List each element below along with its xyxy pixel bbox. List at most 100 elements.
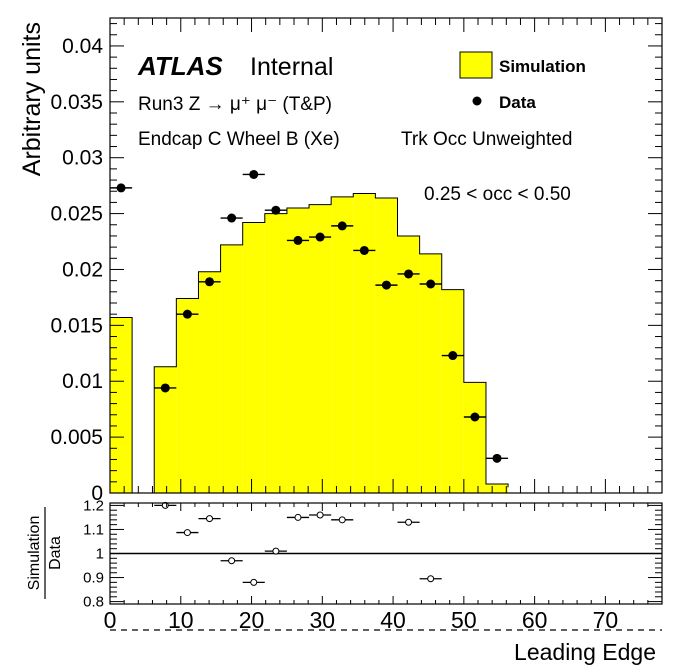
ratio-point — [198, 515, 221, 523]
ratio-point-marker — [250, 578, 258, 586]
ratio-y-denominator: Data — [47, 536, 64, 570]
x-tick-label: 30 — [310, 607, 336, 633]
data-point-marker — [227, 213, 237, 223]
simulation-bin — [110, 317, 133, 493]
detector-region: Endcap C Wheel B (Xe) — [138, 129, 340, 150]
data-point-marker — [182, 309, 192, 319]
data-point-marker — [337, 221, 347, 231]
x-tick-label: 10 — [168, 607, 194, 633]
x-tick-label: 20 — [239, 607, 265, 633]
main-y-tick-label: 0.02 — [62, 258, 103, 281]
main-y-tick-label: 0.04 — [62, 35, 103, 58]
data-point — [220, 213, 243, 223]
main-y-tick-label: 0.005 — [50, 426, 103, 449]
data-point — [353, 245, 376, 255]
data-point-marker — [205, 277, 215, 287]
ratio-y-tick-label: 0.8 — [83, 594, 104, 611]
data-point — [441, 351, 464, 361]
simulation-bin — [309, 204, 332, 493]
legend-simulation-swatch — [459, 51, 493, 79]
data-point — [154, 383, 177, 393]
ratio-point-marker — [206, 515, 214, 523]
data-point-marker — [315, 232, 325, 242]
main-plot-frame — [109, 17, 663, 494]
simulation-bin — [286, 208, 310, 493]
ratio-y-tick-label: 1.2 — [83, 497, 104, 514]
simulation-bin — [331, 196, 354, 493]
ratio-y-axis-title: Simulation Data — [26, 507, 64, 599]
data-point-marker — [249, 169, 259, 179]
atlas-status-label: Internal — [250, 53, 333, 81]
legend-data-label: Data — [499, 93, 536, 112]
ratio-y-tick-label: 0.9 — [83, 570, 104, 587]
ratio-y-tick-label: 1 — [96, 546, 104, 563]
legend-simulation-label: Simulation — [499, 57, 586, 76]
data-point — [419, 279, 442, 289]
simulation-bin — [220, 244, 243, 493]
weighting-label: Trk Occ Unweighted — [401, 129, 572, 150]
ratio-point — [397, 518, 420, 526]
ratio-point — [264, 547, 287, 555]
data-point — [176, 309, 199, 319]
main-y-axis: 0 0.005 0.01 0.015 0.02 0.025 0.03 0.035 0.04 — [50, 23, 662, 505]
ratio-plot-panel: 0.8 0.9 1 1.1 1.2 0 10 20 30 40 50 60 70 — [83, 497, 663, 633]
simulation-histogram — [109, 192, 509, 494]
ratio-point-marker — [183, 529, 191, 537]
legend: Simulation Data — [459, 51, 586, 112]
ratio-x-axis: 0 10 20 30 40 50 60 70 — [104, 503, 663, 633]
ratio-point — [242, 578, 265, 586]
data-point — [397, 269, 420, 279]
occupancy-cut-label: 0.25 < occ < 0.50 — [424, 184, 571, 205]
ratio-point-marker — [405, 518, 413, 526]
main-y-tick-label: 0.015 — [50, 314, 103, 337]
simulation-bin — [353, 193, 376, 493]
data-point-marker — [381, 280, 391, 290]
data-point — [463, 412, 486, 422]
data-point-marker — [160, 383, 170, 393]
data-point — [309, 232, 332, 242]
atlas-label: ATLAS — [137, 51, 223, 81]
simulation-bin — [419, 253, 442, 493]
data-point — [485, 453, 509, 463]
simulation-bin — [485, 484, 509, 493]
main-x-ticks — [109, 18, 663, 493]
simulation-bin — [242, 222, 265, 493]
x-tick-label: 60 — [522, 607, 548, 633]
ratio-point-marker — [272, 547, 280, 555]
data-point — [375, 280, 398, 290]
simulation-bin — [375, 197, 398, 494]
data-point-marker — [116, 183, 126, 193]
data-point — [264, 205, 287, 215]
x-tick-label: 50 — [451, 607, 477, 633]
main-y-tick-label: 0.035 — [50, 91, 103, 114]
x-tick-label: 70 — [593, 607, 619, 633]
data-point-marker — [359, 245, 369, 255]
main-y-tick-label: 0.025 — [50, 203, 103, 226]
main-y-tick-label: 0.01 — [62, 370, 103, 393]
main-y-tick-label: 0.03 — [62, 147, 103, 170]
data-point-marker — [293, 235, 303, 245]
data-point — [110, 183, 133, 193]
ratio-point-marker — [316, 511, 324, 519]
data-point-marker — [426, 279, 436, 289]
ratio-points — [154, 501, 442, 586]
ratio-point — [331, 516, 354, 524]
ratio-point-marker — [338, 516, 346, 524]
ratio-point — [286, 513, 310, 521]
x-tick-label: 0 — [104, 607, 117, 633]
data-point — [286, 235, 310, 245]
data-point-marker — [404, 269, 414, 279]
simulation-outline — [109, 192, 509, 494]
data-point-marker — [492, 453, 502, 463]
ratio-y-numerator: Simulation — [26, 516, 43, 591]
simulation-bin — [264, 213, 287, 493]
ratio-point — [419, 575, 442, 583]
data-point-marker — [271, 205, 281, 215]
ratio-point-marker — [228, 557, 236, 565]
main-plot-panel: 0 0.005 0.01 0.015 0.02 0.025 0.03 0.035 0.04 — [50, 17, 663, 505]
ratio-point — [309, 511, 332, 519]
simulation-bin — [176, 298, 199, 493]
ratio-point — [176, 529, 199, 537]
data-point — [198, 277, 221, 287]
